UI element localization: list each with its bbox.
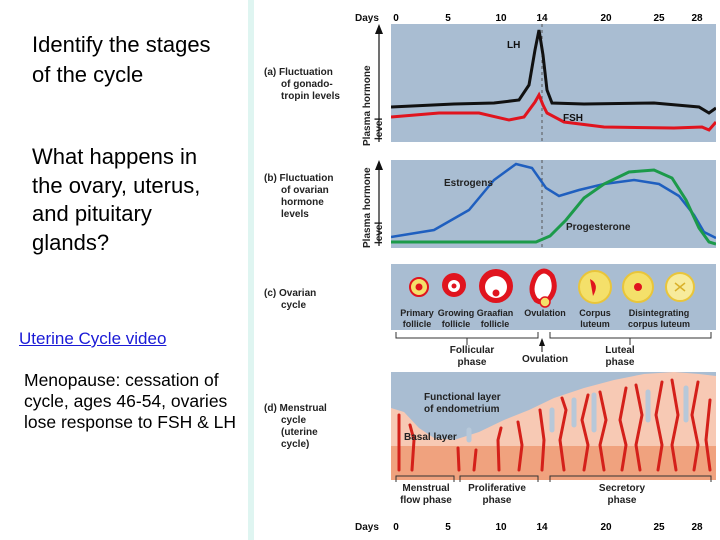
- ovulation-label: Ovulation: [522, 354, 568, 365]
- figure-svg: Days 0 5 10 14 20 25 28 (a) Fluctuation …: [264, 13, 716, 533]
- stage-label: luteum: [580, 319, 610, 329]
- panel-d-caption: cycle: [281, 415, 306, 426]
- day-tick-bottom: 10: [495, 522, 507, 533]
- slide-text-column: Identify the stages of the cycle What ha…: [0, 0, 248, 540]
- fsh-label: FSH: [563, 113, 583, 124]
- lh-curve: [391, 29, 716, 115]
- menstrual-cycle-figure: Days 0 5 10 14 20 25 28 (a) Fluctuation …: [254, 0, 720, 540]
- estrogens-label: Estrogens: [444, 178, 493, 189]
- stage-label: Graafian: [477, 308, 514, 318]
- stage-label: Disintegrating: [629, 308, 690, 318]
- stage-label: follicle: [481, 319, 510, 329]
- panel-c-ovarian-cycle: (c) Ovarian cycle: [264, 264, 716, 368]
- luteal-phase-bracket: [549, 332, 712, 339]
- panel-a-gonadotropin: (a) Fluctuation of gonado- tropin levels…: [264, 24, 716, 146]
- follicular-phase-label: Follicular: [450, 345, 495, 356]
- corpus-luteum-illustration: [578, 270, 612, 304]
- fsh-curve: [391, 91, 716, 132]
- day-tick-top: 10: [495, 13, 507, 24]
- panel-d-uterine-cycle: (d) Menstrual cycle (uterine cycle): [264, 372, 716, 506]
- day-tick-top: 0: [393, 13, 399, 24]
- ovulation-illustration: [529, 268, 557, 308]
- panel-b-caption: of ovarian: [281, 185, 329, 196]
- secretory-phase-label: phase: [608, 495, 637, 506]
- follicular-phase-bracket: [395, 332, 539, 339]
- days-label-bottom: Days: [355, 522, 379, 533]
- y-axis-arrowhead: [375, 160, 383, 170]
- luteal-phase-label: phase: [606, 357, 635, 368]
- y-axis-arrowhead: [375, 24, 383, 34]
- y-axis-label: Plasma hormone: [362, 65, 373, 146]
- graafian-follicle-illustration: [479, 269, 513, 303]
- panel-b-background: [391, 160, 716, 248]
- stage-label: follicle: [403, 319, 432, 329]
- panel-b-caption: (b) Fluctuation: [264, 173, 333, 184]
- stage-label: Primary: [400, 308, 434, 318]
- gland-lumens: [466, 385, 689, 443]
- question-organs: What happens in the ovary, uterus, and p…: [32, 144, 201, 255]
- basal-layer-label: Basal layer: [404, 432, 457, 443]
- day-tick-top: 20: [600, 13, 612, 24]
- days-label-top: Days: [355, 13, 379, 24]
- uterine-cycle-video-link[interactable]: Uterine Cycle video: [19, 329, 167, 348]
- primary-follicle-illustration: [409, 277, 429, 297]
- panel-b-ovarian-hormones: (b) Fluctuation of ovarian hormone level…: [264, 160, 716, 248]
- disintegrating-corpus-luteum-illustration: [622, 271, 654, 303]
- day-tick-bottom: 28: [691, 522, 703, 533]
- menstrual-phase-label: Menstrual: [402, 483, 449, 494]
- stage-label: Ovulation: [524, 308, 566, 318]
- panel-a-caption: (a) Fluctuation: [264, 67, 333, 78]
- panel-d-caption: cycle): [281, 439, 309, 450]
- panel-a-caption: tropin levels: [281, 91, 340, 102]
- functional-layer-label: of endometrium: [424, 404, 500, 415]
- menstrual-phase-label: flow phase: [400, 495, 452, 506]
- follicular-phase-label: phase: [458, 357, 487, 368]
- stage-label: Growing: [438, 308, 475, 318]
- stage-label: Corpus: [579, 308, 611, 318]
- panel-b-caption: hormone: [281, 197, 324, 208]
- question-stages: Identify the stages of the cycle: [32, 32, 211, 87]
- day-tick-top: 28: [691, 13, 703, 24]
- panel-c-caption: cycle: [281, 300, 306, 311]
- lh-label: LH: [507, 40, 520, 51]
- stage-label: follicle: [442, 319, 471, 329]
- day-tick-bottom: 14: [536, 522, 548, 533]
- proliferative-phase-label: phase: [483, 495, 512, 506]
- panel-d-caption: (uterine: [281, 427, 318, 438]
- disintegrating-corpus-luteum-illustration: [665, 272, 695, 302]
- panel-c-caption: (c) Ovarian: [264, 288, 316, 299]
- growing-follicle-illustration: [442, 273, 466, 297]
- day-tick-top: 14: [536, 13, 548, 24]
- day-tick-bottom: 20: [600, 522, 612, 533]
- day-tick-bottom: 0: [393, 522, 399, 533]
- day-tick-bottom: 25: [653, 522, 665, 533]
- secretory-phase-label: Secretory: [599, 483, 646, 494]
- panel-b-caption: levels: [281, 209, 309, 220]
- luteal-phase-label: Luteal: [605, 345, 635, 356]
- panel-d-caption: (d) Menstrual: [264, 403, 327, 414]
- proliferative-phase-label: Proliferative: [468, 483, 526, 494]
- panel-a-caption: of gonado-: [281, 79, 333, 90]
- day-tick-top: 25: [653, 13, 665, 24]
- stage-label: corpus luteum: [628, 319, 690, 329]
- day-tick-bottom: 5: [445, 522, 451, 533]
- progesterone-curve: [391, 168, 716, 246]
- menopause-note: Menopause: cessation of cycle, ages 46-5…: [24, 370, 237, 432]
- estrogen-curve: [391, 162, 716, 240]
- column-divider: [248, 0, 254, 540]
- progesterone-label: Progesterone: [566, 222, 631, 233]
- basal-layer-band: [391, 446, 716, 480]
- day-tick-top: 5: [445, 13, 451, 24]
- functional-layer-label: Functional layer: [424, 392, 501, 403]
- y-axis-label: Plasma hormone: [362, 167, 373, 248]
- panel-a-background: [391, 24, 716, 142]
- endometrial-glands: [397, 378, 712, 472]
